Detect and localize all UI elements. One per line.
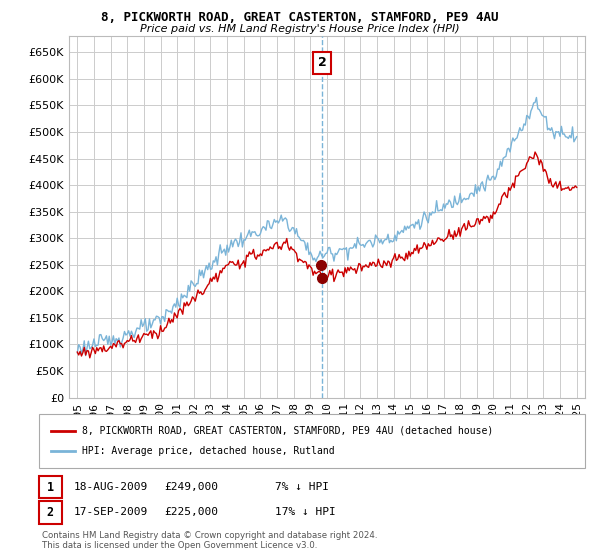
Text: £249,000: £249,000	[164, 482, 218, 492]
Text: 17-SEP-2009: 17-SEP-2009	[74, 507, 148, 517]
Text: 2: 2	[318, 57, 326, 69]
Text: 18-AUG-2009: 18-AUG-2009	[74, 482, 148, 492]
Text: 2: 2	[47, 506, 54, 519]
Text: 17% ↓ HPI: 17% ↓ HPI	[275, 507, 335, 517]
Text: 8, PICKWORTH ROAD, GREAT CASTERTON, STAMFORD, PE9 4AU: 8, PICKWORTH ROAD, GREAT CASTERTON, STAM…	[101, 11, 499, 24]
Text: Price paid vs. HM Land Registry's House Price Index (HPI): Price paid vs. HM Land Registry's House …	[140, 24, 460, 34]
Text: 8, PICKWORTH ROAD, GREAT CASTERTON, STAMFORD, PE9 4AU (detached house): 8, PICKWORTH ROAD, GREAT CASTERTON, STAM…	[82, 426, 493, 436]
Text: 7% ↓ HPI: 7% ↓ HPI	[275, 482, 329, 492]
Text: Contains HM Land Registry data © Crown copyright and database right 2024.
This d: Contains HM Land Registry data © Crown c…	[42, 530, 377, 550]
Text: HPI: Average price, detached house, Rutland: HPI: Average price, detached house, Rutl…	[82, 446, 335, 456]
Text: 1: 1	[47, 480, 54, 494]
Text: £225,000: £225,000	[164, 507, 218, 517]
